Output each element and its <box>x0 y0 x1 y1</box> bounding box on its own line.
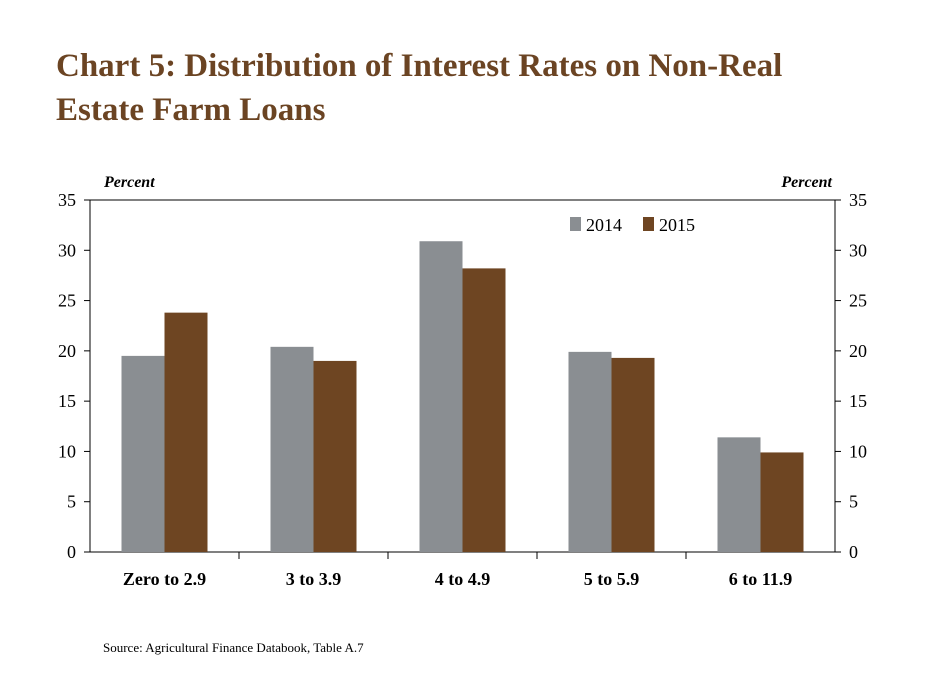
left-tick-label: 5 <box>67 492 76 512</box>
right-axis-unit: Percent <box>780 174 832 191</box>
legend-swatch-2014 <box>570 217 581 231</box>
bar-2015 <box>462 268 506 552</box>
right-tick-label: 35 <box>849 190 867 210</box>
right-tick-label: 30 <box>849 240 867 260</box>
bar-2015 <box>611 357 655 552</box>
left-tick-label: 15 <box>58 391 76 411</box>
right-tick-label: 10 <box>849 441 867 461</box>
right-tick-label: 15 <box>849 391 867 411</box>
bar-2014 <box>419 241 463 552</box>
left-tick-label: 25 <box>58 291 76 311</box>
legend-swatch-2015 <box>643 217 654 231</box>
category-label: 6 to 11.9 <box>729 569 793 589</box>
chart-title: Chart 5: Distribution of Interest Rates … <box>56 48 783 128</box>
bar-2015 <box>313 360 357 552</box>
category-label: 3 to 3.9 <box>286 569 342 589</box>
right-tick-label: 5 <box>849 492 858 512</box>
bar-2015 <box>760 452 804 552</box>
category-label: Zero to 2.9 <box>123 569 206 589</box>
left-tick-label: 0 <box>67 542 76 562</box>
left-tick-label: 30 <box>58 240 76 260</box>
left-axis-unit: Percent <box>103 174 155 191</box>
bar-2014 <box>121 355 165 552</box>
bar-2014 <box>270 346 314 552</box>
right-tick-label: 20 <box>849 341 867 361</box>
left-tick-label: 10 <box>58 441 76 461</box>
bar-2014 <box>568 351 612 552</box>
legend-label: 2015 <box>659 215 695 235</box>
bar-2015 <box>164 312 208 552</box>
left-tick-label: 35 <box>58 190 76 210</box>
category-label: 5 to 5.9 <box>584 569 640 589</box>
right-tick-label: 0 <box>849 542 858 562</box>
right-tick-label: 25 <box>849 291 867 311</box>
category-label: 4 to 4.9 <box>435 569 491 589</box>
left-tick-label: 20 <box>58 341 76 361</box>
bar-2014 <box>717 437 761 552</box>
legend-label: 2014 <box>586 215 622 235</box>
source-note: Source: Agricultural Finance Databook, T… <box>103 640 364 655</box>
